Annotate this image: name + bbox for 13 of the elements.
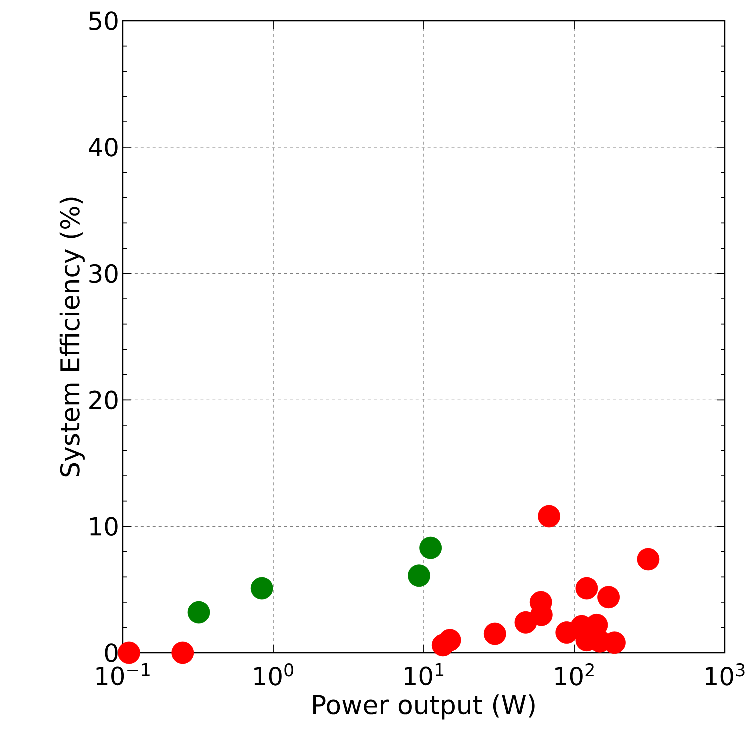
x-axis-title: Power output (W) <box>314 694 535 720</box>
x-tick-label: 10$^{3}$ <box>706 664 745 686</box>
y-tick-label: 50 <box>90 12 118 30</box>
x-tick-label: 10$^{0}$ <box>254 664 294 686</box>
y-tick-label: 40 <box>89 138 118 157</box>
y-tick-label: 30 <box>90 264 118 284</box>
y-tick-label: 10 <box>90 517 118 536</box>
x-tick-label: 10$^{1}$ <box>405 664 444 686</box>
y-tick-label: 20 <box>90 390 118 410</box>
x-tick-label: 10$^{−1}$ <box>96 664 150 686</box>
x-tick-label: 10$^{2}$ <box>556 664 594 686</box>
y-tick-label: 0 <box>105 644 118 662</box>
y-axis-title: System Efficiency (%) <box>60 198 85 477</box>
